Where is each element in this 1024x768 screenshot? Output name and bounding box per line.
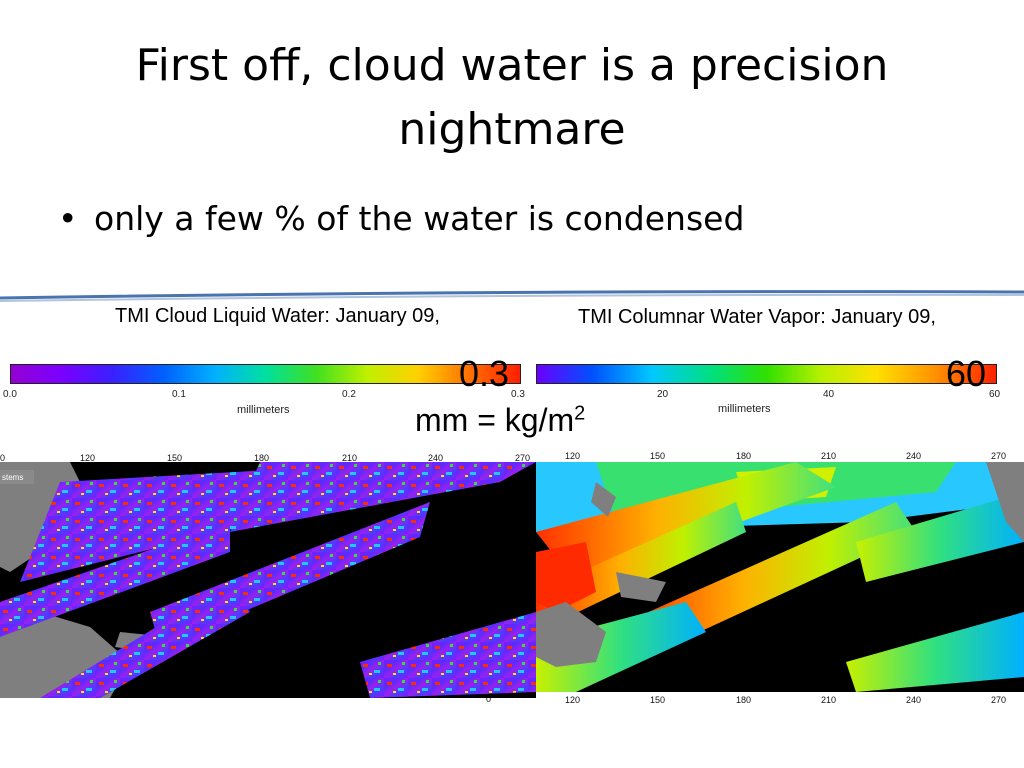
bullet-item: • only a few % of the water is condensed xyxy=(58,196,744,242)
right-overlay-max: 60 xyxy=(946,353,987,394)
right-lon-tick-bottom: 180 xyxy=(736,695,752,705)
right-cb-tick: 40 xyxy=(823,389,835,400)
left-lon-tick: 210 xyxy=(342,453,358,463)
right-lon-tick-bottom: 270 xyxy=(991,695,1007,705)
right-cb-tick: 60 xyxy=(989,389,1001,400)
left-cb-tick: 0.3 xyxy=(511,389,525,400)
left-lon-tick: 180 xyxy=(254,453,270,463)
left-overlay-max: 0.3 xyxy=(459,353,510,394)
right-lon-tick: 270 xyxy=(991,451,1007,461)
map-label: stems xyxy=(2,473,23,482)
left-cb-tick: 0.2 xyxy=(342,389,356,400)
left-cb-tick: 0.0 xyxy=(3,389,17,400)
left-lon-tick: 0 xyxy=(0,453,6,463)
columnar-water-vapor-map xyxy=(536,462,1024,692)
right-lon-tick-bottom: 240 xyxy=(906,695,922,705)
right-lon-tick: 150 xyxy=(650,451,666,461)
bullet-text: only a few % of the water is condensed xyxy=(94,199,745,238)
left-colorbar xyxy=(10,364,521,384)
right-cb-tick: 20 xyxy=(657,389,669,400)
right-lon-tick-bottom: 120 xyxy=(565,695,581,705)
right-panel-title: TMI Columnar Water Vapor: January 09, xyxy=(578,306,936,328)
right-lon-tick: 210 xyxy=(821,451,837,461)
left-lon-tick: 120 xyxy=(80,453,96,463)
cloud-liquid-water-map: stems xyxy=(0,462,536,698)
bullet-dot-icon: • xyxy=(58,199,78,238)
left-panel-title: TMI Cloud Liquid Water: January 09, xyxy=(115,305,440,327)
right-lon-tick-bottom: 150 xyxy=(650,695,666,705)
cloud-liquid-water-map-image: stems xyxy=(0,462,536,698)
right-lon-tick-bottom: 210 xyxy=(821,695,837,705)
left-lon-tick: 240 xyxy=(428,453,444,463)
unit-note-base: mm = kg/m xyxy=(415,402,575,438)
unit-note: mm = kg/m2 xyxy=(415,402,585,439)
right-lon-tick: 240 xyxy=(906,451,922,461)
slide-divider-line xyxy=(0,290,1024,302)
right-lon-tick: 120 xyxy=(565,451,581,461)
columnar-water-vapor-map-image xyxy=(536,462,1024,692)
left-lon-tick: 150 xyxy=(167,453,183,463)
left-lon-tick-bottom: 0 xyxy=(486,694,492,704)
right-colorbar xyxy=(536,364,997,384)
left-lon-tick: 270 xyxy=(515,453,531,463)
left-cb-unit: millimeters xyxy=(237,404,290,416)
left-cb-tick: 0.1 xyxy=(172,389,186,400)
right-lon-tick: 180 xyxy=(736,451,752,461)
slide-title: First off, cloud water is a precision ni… xyxy=(135,40,889,155)
right-cb-unit: millimeters xyxy=(718,403,771,415)
unit-note-exponent: 2 xyxy=(574,402,586,425)
